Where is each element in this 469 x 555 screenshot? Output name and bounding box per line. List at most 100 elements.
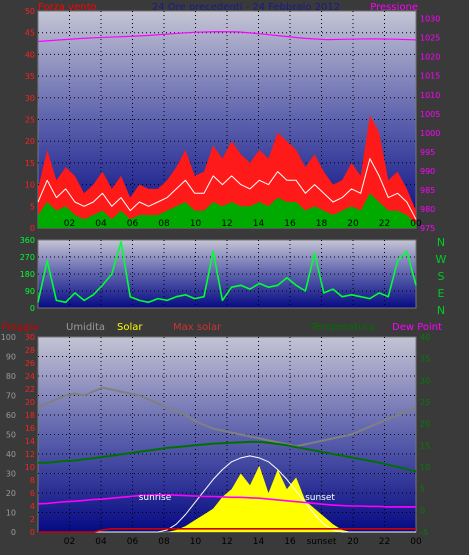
- rain-tick-label: 26: [25, 359, 35, 368]
- temperature-tick-label: 40: [420, 333, 430, 342]
- x-tick-label: 10: [190, 537, 202, 547]
- direction-tick-label: 0: [30, 304, 35, 313]
- rain-tick-label: 14: [25, 437, 35, 446]
- direction-tick-label: 180: [20, 270, 35, 279]
- pressure-tick-label: 980: [420, 205, 435, 214]
- humidity-tick-label: 20: [6, 489, 16, 498]
- humidity-tick-label: 100: [1, 333, 16, 342]
- temp-x-axis: 02 04 06 08 10 12 14 16 sunset 20 22 00: [64, 537, 422, 547]
- rain-tick-label: 24: [25, 372, 35, 381]
- x-tick-label: 02: [64, 537, 75, 547]
- wind-tick-label: 40: [25, 50, 35, 59]
- pressure-tick-label: 985: [420, 186, 435, 195]
- pressure-tick-label: 975: [420, 224, 435, 233]
- pressure-line: [37, 31, 417, 43]
- x-tick-label: 20: [347, 219, 359, 229]
- x-tick-label: 00: [410, 219, 422, 229]
- x-tick-label: 06: [127, 537, 139, 547]
- humidity-tick-label: 0: [11, 528, 16, 537]
- max-solar-line: [38, 455, 416, 533]
- solar-area: [38, 465, 416, 532]
- x-tick-label: 02: [64, 219, 75, 229]
- x-tick-label: 04: [95, 219, 107, 229]
- wind-mean-area: [38, 193, 416, 228]
- pressure-label: Pressione: [370, 2, 418, 13]
- temp-series: [37, 386, 417, 533]
- sunrise-marker: sunrise: [139, 493, 172, 503]
- humidity-tick-label: 60: [6, 411, 16, 420]
- temperature-axis: -5 0 5 10 15 20 25 30 35 40: [420, 333, 430, 537]
- wind-series: [37, 31, 417, 228]
- rain-tick-label: 4: [30, 502, 35, 511]
- temp-grid: [38, 337, 416, 532]
- humidity-axis: 0 10 20 30 40 50 60 70 80 90 100: [1, 333, 16, 537]
- pressure-tick-label: 1020: [420, 53, 440, 62]
- humidity-tick-label: 50: [6, 431, 16, 440]
- wind-tick-label: 35: [25, 72, 35, 81]
- rain-tick-label: 28: [25, 346, 35, 355]
- wind-tick-label: 50: [25, 7, 35, 16]
- rain-tick-label: 2: [30, 515, 35, 524]
- humidity-tick-label: 70: [6, 392, 16, 401]
- wind-gust-area: [38, 115, 416, 228]
- temperature-tick-label: 5: [420, 485, 425, 494]
- x-tick-label: 08: [158, 219, 170, 229]
- wind-x-axis: 02 04 06 08 10 12 14 16 18 20 22 00: [64, 219, 422, 229]
- direction-series: [37, 241, 417, 304]
- x-tick-label: 22: [379, 537, 390, 547]
- x-tick-label: 00: [410, 537, 422, 547]
- temperature-tick-label: 0: [420, 506, 425, 515]
- x-tick-label: 04: [95, 537, 107, 547]
- wind-left-axis: 0 5 10 15 20 25 30 35 40 45 50: [25, 7, 35, 233]
- rain-tick-label: 0: [30, 528, 35, 537]
- temperature-tick-label: -5: [420, 528, 428, 537]
- wind-tick-label: 30: [25, 94, 35, 103]
- rain-tick-label: 8: [30, 476, 35, 485]
- wind-tick-label: 20: [25, 137, 35, 146]
- x-tick-label: sunset: [307, 537, 337, 547]
- legend-temperatura: Temperatura: [310, 322, 375, 333]
- direction-grid: [38, 240, 416, 308]
- compass-letter: E: [438, 287, 445, 300]
- sunset-marker: sunset: [305, 493, 335, 503]
- wind-tick-label: 15: [25, 159, 35, 168]
- x-tick-label: 14: [253, 537, 265, 547]
- pressure-tick-label: 1015: [420, 72, 440, 81]
- rain-tick-label: 12: [25, 450, 35, 459]
- x-tick-label: 22: [379, 219, 390, 229]
- x-tick-label: 16: [284, 537, 296, 547]
- legend-max-solar: Max solar: [173, 322, 222, 333]
- temperature-tick-label: 15: [420, 441, 430, 450]
- pressure-tick-label: 990: [420, 167, 435, 176]
- humidity-tick-label: 30: [6, 470, 16, 479]
- temperature-tick-label: 30: [420, 376, 430, 385]
- pressure-tick-label: 1025: [420, 34, 440, 43]
- pressure-axis: 975 980 985 990 995 1000 1005 1010 1015 1020 1025 1…: [420, 15, 440, 233]
- x-tick-label: 08: [158, 537, 170, 547]
- direction-y-axis: 0 90 180 270 360: [20, 236, 35, 313]
- rain-tick-label: 30: [25, 333, 35, 342]
- wind-tick-label: 25: [25, 116, 35, 125]
- pressure-tick-label: 995: [420, 148, 435, 157]
- rain-tick-label: 18: [25, 411, 35, 420]
- compass-letter: W: [436, 253, 447, 266]
- rain-line: [38, 527, 416, 533]
- compass-letter: S: [438, 270, 445, 283]
- rain-tick-label: 20: [25, 398, 35, 407]
- x-tick-label: 12: [221, 537, 232, 547]
- compass-letter: N: [437, 304, 445, 317]
- direction-tick-label: 360: [20, 236, 35, 245]
- wind-tick-label: 45: [25, 29, 35, 38]
- rain-tick-label: 22: [25, 385, 35, 394]
- wind-tick-label: 0: [30, 224, 35, 233]
- wind-label: Forza vento: [38, 2, 97, 13]
- wind-tick-label: 10: [25, 181, 35, 190]
- pressure-tick-label: 1005: [420, 110, 440, 119]
- rain-tick-label: 16: [25, 424, 35, 433]
- x-tick-label: 14: [253, 219, 265, 229]
- temperature-tick-label: 35: [420, 355, 430, 364]
- dew-point-line: [37, 493, 416, 508]
